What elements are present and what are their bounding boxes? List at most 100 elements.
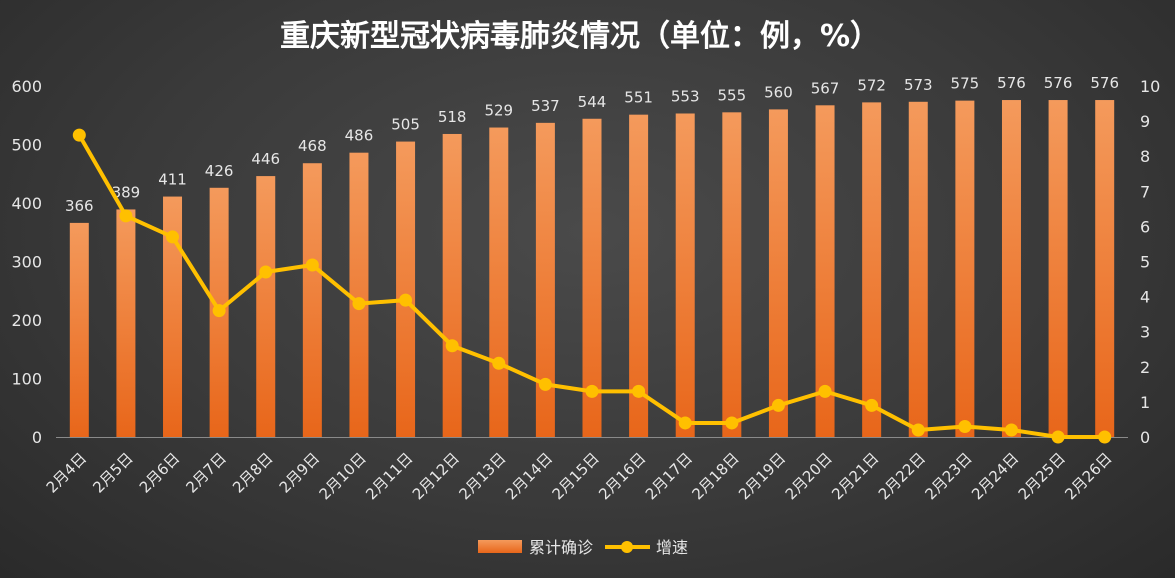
bar-label-2月20日: 567 [811,79,840,97]
y-right-tick-1: 1 [1140,393,1150,412]
bar-2月14日 [535,122,555,437]
bar-2月24日 [1001,100,1021,437]
legend-label-cumulative: 累计确诊 [529,538,593,557]
bar-2月10日 [349,152,369,437]
y-right-tick-7: 7 [1140,182,1150,201]
y-axis-left: 0 100 200 300 400 500 600 [11,77,42,447]
bar-label-2月5日: 389 [112,183,141,201]
bar-2月19日 [768,109,788,438]
y-axis-right: 0 1 2 3 4 5 6 7 8 9 10 [1140,77,1160,447]
bar-label-2月7日: 426 [205,162,234,180]
bar-series-cumulative [69,100,1115,438]
y-left-tick-400: 400 [11,194,42,213]
x-tick-2月26日: 2月26日 [1061,449,1115,503]
bar-label-2月17日: 553 [671,87,700,105]
x-tick-2月24日: 2月24日 [968,449,1022,503]
growth-point-2月17日 [678,416,692,430]
growth-point-2月22日 [911,423,925,437]
bar-label-2月12日: 518 [438,108,467,126]
bar-2月26日 [1095,100,1115,437]
bar-label-2月15日: 544 [578,93,607,111]
x-tick-2月23日: 2月23日 [922,449,976,503]
growth-point-2月10日 [352,297,366,311]
bar-label-2月13日: 529 [484,102,513,120]
y-right-tick-10: 10 [1140,77,1160,96]
bar-2月15日 [582,118,602,437]
bar-label-2月14日: 537 [531,97,560,115]
bar-label-2月25日: 576 [1044,74,1073,92]
bar-2月8日 [256,176,276,437]
growth-point-2月12日 [445,339,459,353]
y-left-tick-100: 100 [11,370,42,389]
line-series-growth [72,128,1112,444]
legend: 累计确诊 增速 [478,538,688,557]
x-axis-tick-labels: 2月4日 2月5日 2月6日 2月7日 2月8日 2月9日2月10日2月11日2月12日2… [43,449,1116,503]
y-right-tick-6: 6 [1140,217,1150,236]
y-right-tick-3: 3 [1140,323,1150,342]
y-left-tick-300: 300 [11,253,42,272]
bar-2月21日 [862,102,882,437]
growth-point-2月26日 [1098,430,1112,444]
x-tick-2月22日: 2月22日 [875,449,929,503]
growth-point-2月23日 [958,419,972,433]
bar-2月23日 [955,100,975,437]
growth-point-2月7日 [212,304,226,318]
y-right-tick-0: 0 [1140,428,1150,447]
x-tick-2月16日: 2月16日 [595,449,649,503]
x-tick-2月25日: 2月25日 [1015,449,1069,503]
growth-point-2月18日 [725,416,739,430]
growth-point-2月9日 [305,258,319,272]
growth-point-2月19日 [771,398,785,412]
y-right-tick-8: 8 [1140,147,1150,166]
y-left-tick-200: 200 [11,311,42,330]
growth-point-2月20日 [818,384,832,398]
growth-point-2月13日 [492,356,506,370]
y-left-tick-0: 0 [32,428,42,447]
bar-label-2月21日: 572 [857,76,886,94]
bar-2月25日 [1048,100,1068,437]
y-right-tick-4: 4 [1140,288,1150,307]
y-right-tick-2: 2 [1140,358,1150,377]
y-left-tick-600: 600 [11,77,42,96]
y-left-tick-500: 500 [11,136,42,155]
bar-label-2月24日: 576 [997,74,1026,92]
growth-point-2月8日 [259,265,273,279]
legend-swatch-growth-marker [621,541,633,553]
bar-2月6日 [163,196,183,437]
x-tick-2月13日: 2月13日 [455,449,509,503]
x-tick-2月6日: 2月6日 [136,449,183,496]
x-tick-2月19日: 2月19日 [735,449,789,503]
bar-label-2月19日: 560 [764,83,793,101]
growth-point-2月21日 [865,398,879,412]
x-tick-2月15日: 2月15日 [549,449,603,503]
x-tick-2月5日: 2月5日 [89,449,136,496]
growth-point-2月5日 [119,209,133,223]
x-tick-2月17日: 2月17日 [642,449,696,503]
growth-point-2月14日 [538,377,552,391]
legend-swatch-cumulative [478,540,522,553]
bar-2月4日 [69,222,89,437]
x-tick-2月11日: 2月11日 [362,449,416,503]
x-tick-2月14日: 2月14日 [502,449,556,503]
growth-point-2月4日 [72,128,86,142]
y-right-tick-5: 5 [1140,253,1150,272]
bar-label-2月11日: 505 [391,116,420,134]
bar-2月12日 [442,133,462,437]
growth-point-2月25日 [1051,430,1065,444]
bar-label-2月18日: 555 [718,86,747,104]
bar-label-2月22日: 573 [904,76,933,94]
bar-2月13日 [489,127,509,437]
bar-data-labels: 366 389 411 426 446 468 486 505 518 529 537 544 551 5… [65,74,1119,215]
bar-label-2月9日: 468 [298,137,327,155]
bar-2月11日 [396,141,416,437]
growth-point-2月16日 [632,384,646,398]
growth-point-2月24日 [1004,423,1018,437]
x-tick-2月20日: 2月20日 [782,449,836,503]
growth-point-2月11日 [399,293,413,307]
x-tick-2月4日: 2月4日 [43,449,90,496]
bar-2月9日 [302,163,322,437]
bar-label-2月23日: 575 [951,75,980,93]
bar-2月16日 [629,114,649,437]
bar-label-2月26日: 576 [1090,74,1119,92]
